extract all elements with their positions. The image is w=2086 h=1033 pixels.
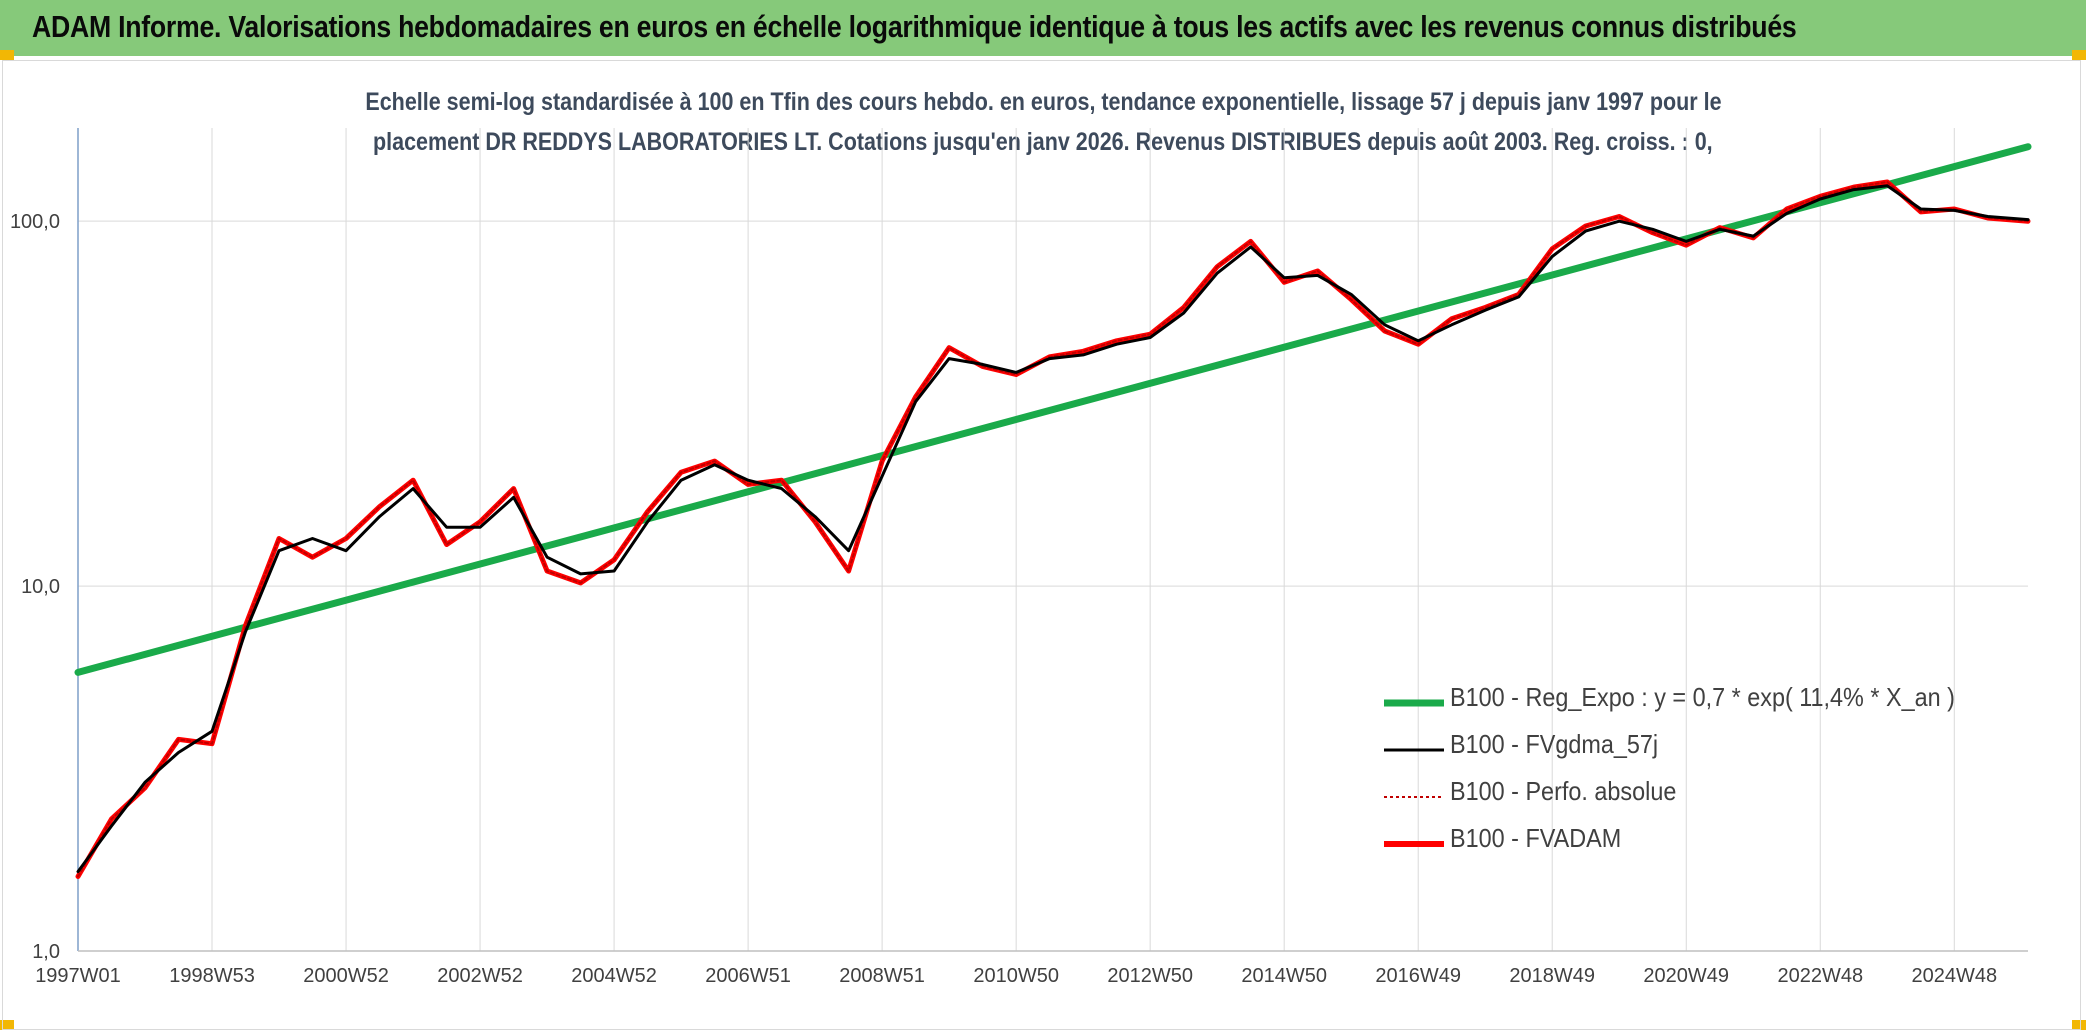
y-tick-label: 10,0 bbox=[21, 576, 60, 598]
tick-labels: 1997W01 1998W53 2000W52 2002W52 2004W52 2006W… bbox=[10, 211, 1997, 987]
legend-label-fvgdma: B100 - FVgdma_57j bbox=[1450, 729, 1659, 759]
y-tick-label: 100,0 bbox=[10, 211, 60, 233]
x-tick-label: 2016W49 bbox=[1375, 965, 1461, 987]
corner-handle-bottom-right bbox=[2072, 1020, 2086, 1030]
legend-swatch-perfo bbox=[1384, 796, 1444, 798]
legend-swatch-fvadam bbox=[1384, 841, 1444, 847]
x-tick-label: 1997W01 bbox=[35, 965, 121, 987]
x-tick-label: 2000W52 bbox=[303, 965, 389, 987]
legend-swatch-reg bbox=[1384, 699, 1444, 707]
legend-item-reg: B100 - Reg_Expo : y = 0,7 * exp( 11,4% *… bbox=[1384, 680, 2004, 727]
header-banner: ADAM Informe. Valorisations hebdomadaire… bbox=[0, 0, 2086, 56]
x-tick-label: 1998W53 bbox=[169, 965, 255, 987]
x-tick-label: 2014W50 bbox=[1241, 965, 1327, 987]
page-title: ADAM Informe. Valorisations hebdomadaire… bbox=[32, 9, 1797, 44]
series-line-perfo bbox=[77, 181, 2029, 878]
y-tick-label: 1,0 bbox=[32, 941, 60, 963]
corner-handle-top-right bbox=[2072, 50, 2086, 60]
x-tick-label: 2002W52 bbox=[437, 965, 523, 987]
series-line-fvgdma bbox=[76, 184, 2030, 874]
chart-subtitle-line-1: Echelle semi-log standardisée à 100 en T… bbox=[364, 88, 1722, 116]
x-tick-label: 2010W50 bbox=[973, 965, 1059, 987]
x-tick-label: 2018W49 bbox=[1509, 965, 1595, 987]
chart-legend: B100 - Reg_Expo : y = 0,7 * exp( 11,4% *… bbox=[1384, 680, 2004, 868]
x-tick-label: 2012W50 bbox=[1107, 965, 1193, 987]
chart-frame bbox=[2, 60, 2081, 1030]
series-lines bbox=[74, 143, 2032, 879]
legend-swatch-fvgdma bbox=[1384, 748, 1444, 752]
series-line-reg bbox=[74, 143, 2032, 676]
chart-subtitle-line-2: placement DR REDDYS LABORATORIES LT. Cot… bbox=[373, 128, 1713, 156]
x-tick-label: 2008W51 bbox=[839, 965, 925, 987]
x-tick-label: 2006W51 bbox=[705, 965, 791, 987]
corner-handle-bottom-left bbox=[0, 1020, 14, 1030]
legend-item-fvgdma: B100 - FVgdma_57j bbox=[1384, 727, 2004, 774]
x-tick-label: 2022W48 bbox=[1777, 965, 1863, 987]
x-tick-label: 2020W49 bbox=[1643, 965, 1729, 987]
x-tick-label: 2024W48 bbox=[1911, 965, 1997, 987]
axes bbox=[77, 128, 2028, 952]
legend-label-perfo: B100 - Perfo. absolue bbox=[1450, 776, 1677, 806]
x-tick-label: 2004W52 bbox=[571, 965, 657, 987]
corner-handle-top-left bbox=[0, 50, 14, 60]
legend-item-perfo: B100 - Perfo. absolue bbox=[1384, 774, 2004, 821]
legend-label-fvadam: B100 - FVADAM bbox=[1450, 823, 1622, 853]
legend-item-fvadam: B100 - FVADAM bbox=[1384, 821, 2004, 868]
legend-label-reg: B100 - Reg_Expo : y = 0,7 * exp( 11,4% *… bbox=[1450, 682, 1955, 712]
